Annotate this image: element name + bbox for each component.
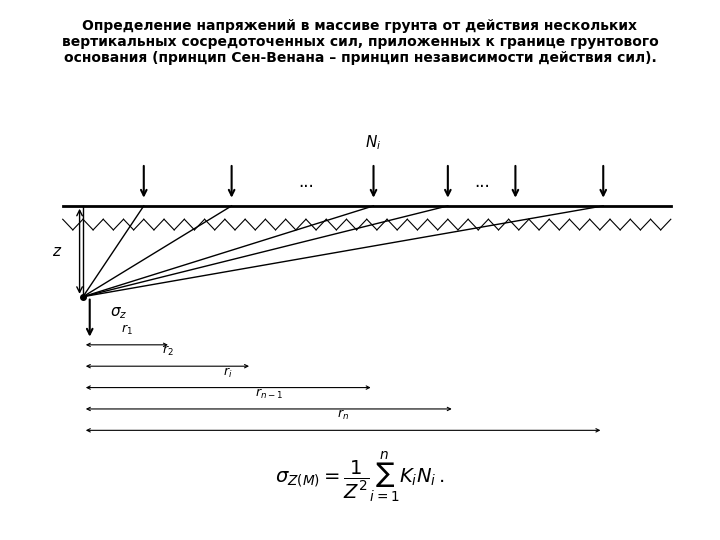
Text: $r_i$: $r_i$ xyxy=(223,366,233,380)
Text: z: z xyxy=(52,244,60,259)
Text: $r_{n-1}$: $r_{n-1}$ xyxy=(255,387,283,401)
Text: $\sigma_z$: $\sigma_z$ xyxy=(110,305,127,321)
Text: $\sigma_{Z(M)} = \dfrac{1}{Z^2}\sum_{i=1}^{n} K_i N_i\,.$: $\sigma_{Z(M)} = \dfrac{1}{Z^2}\sum_{i=1… xyxy=(275,450,445,505)
Text: $r_n$: $r_n$ xyxy=(337,408,349,422)
Text: $r_2$: $r_2$ xyxy=(161,344,174,358)
Text: ...: ... xyxy=(298,173,314,191)
Text: ...: ... xyxy=(474,173,490,191)
Text: $N_i$: $N_i$ xyxy=(365,134,382,152)
Text: $r_1$: $r_1$ xyxy=(121,323,132,337)
Text: Определение напряжений в массиве грунта от действия нескольких
вертикальных соср: Определение напряжений в массиве грунта … xyxy=(62,19,658,65)
